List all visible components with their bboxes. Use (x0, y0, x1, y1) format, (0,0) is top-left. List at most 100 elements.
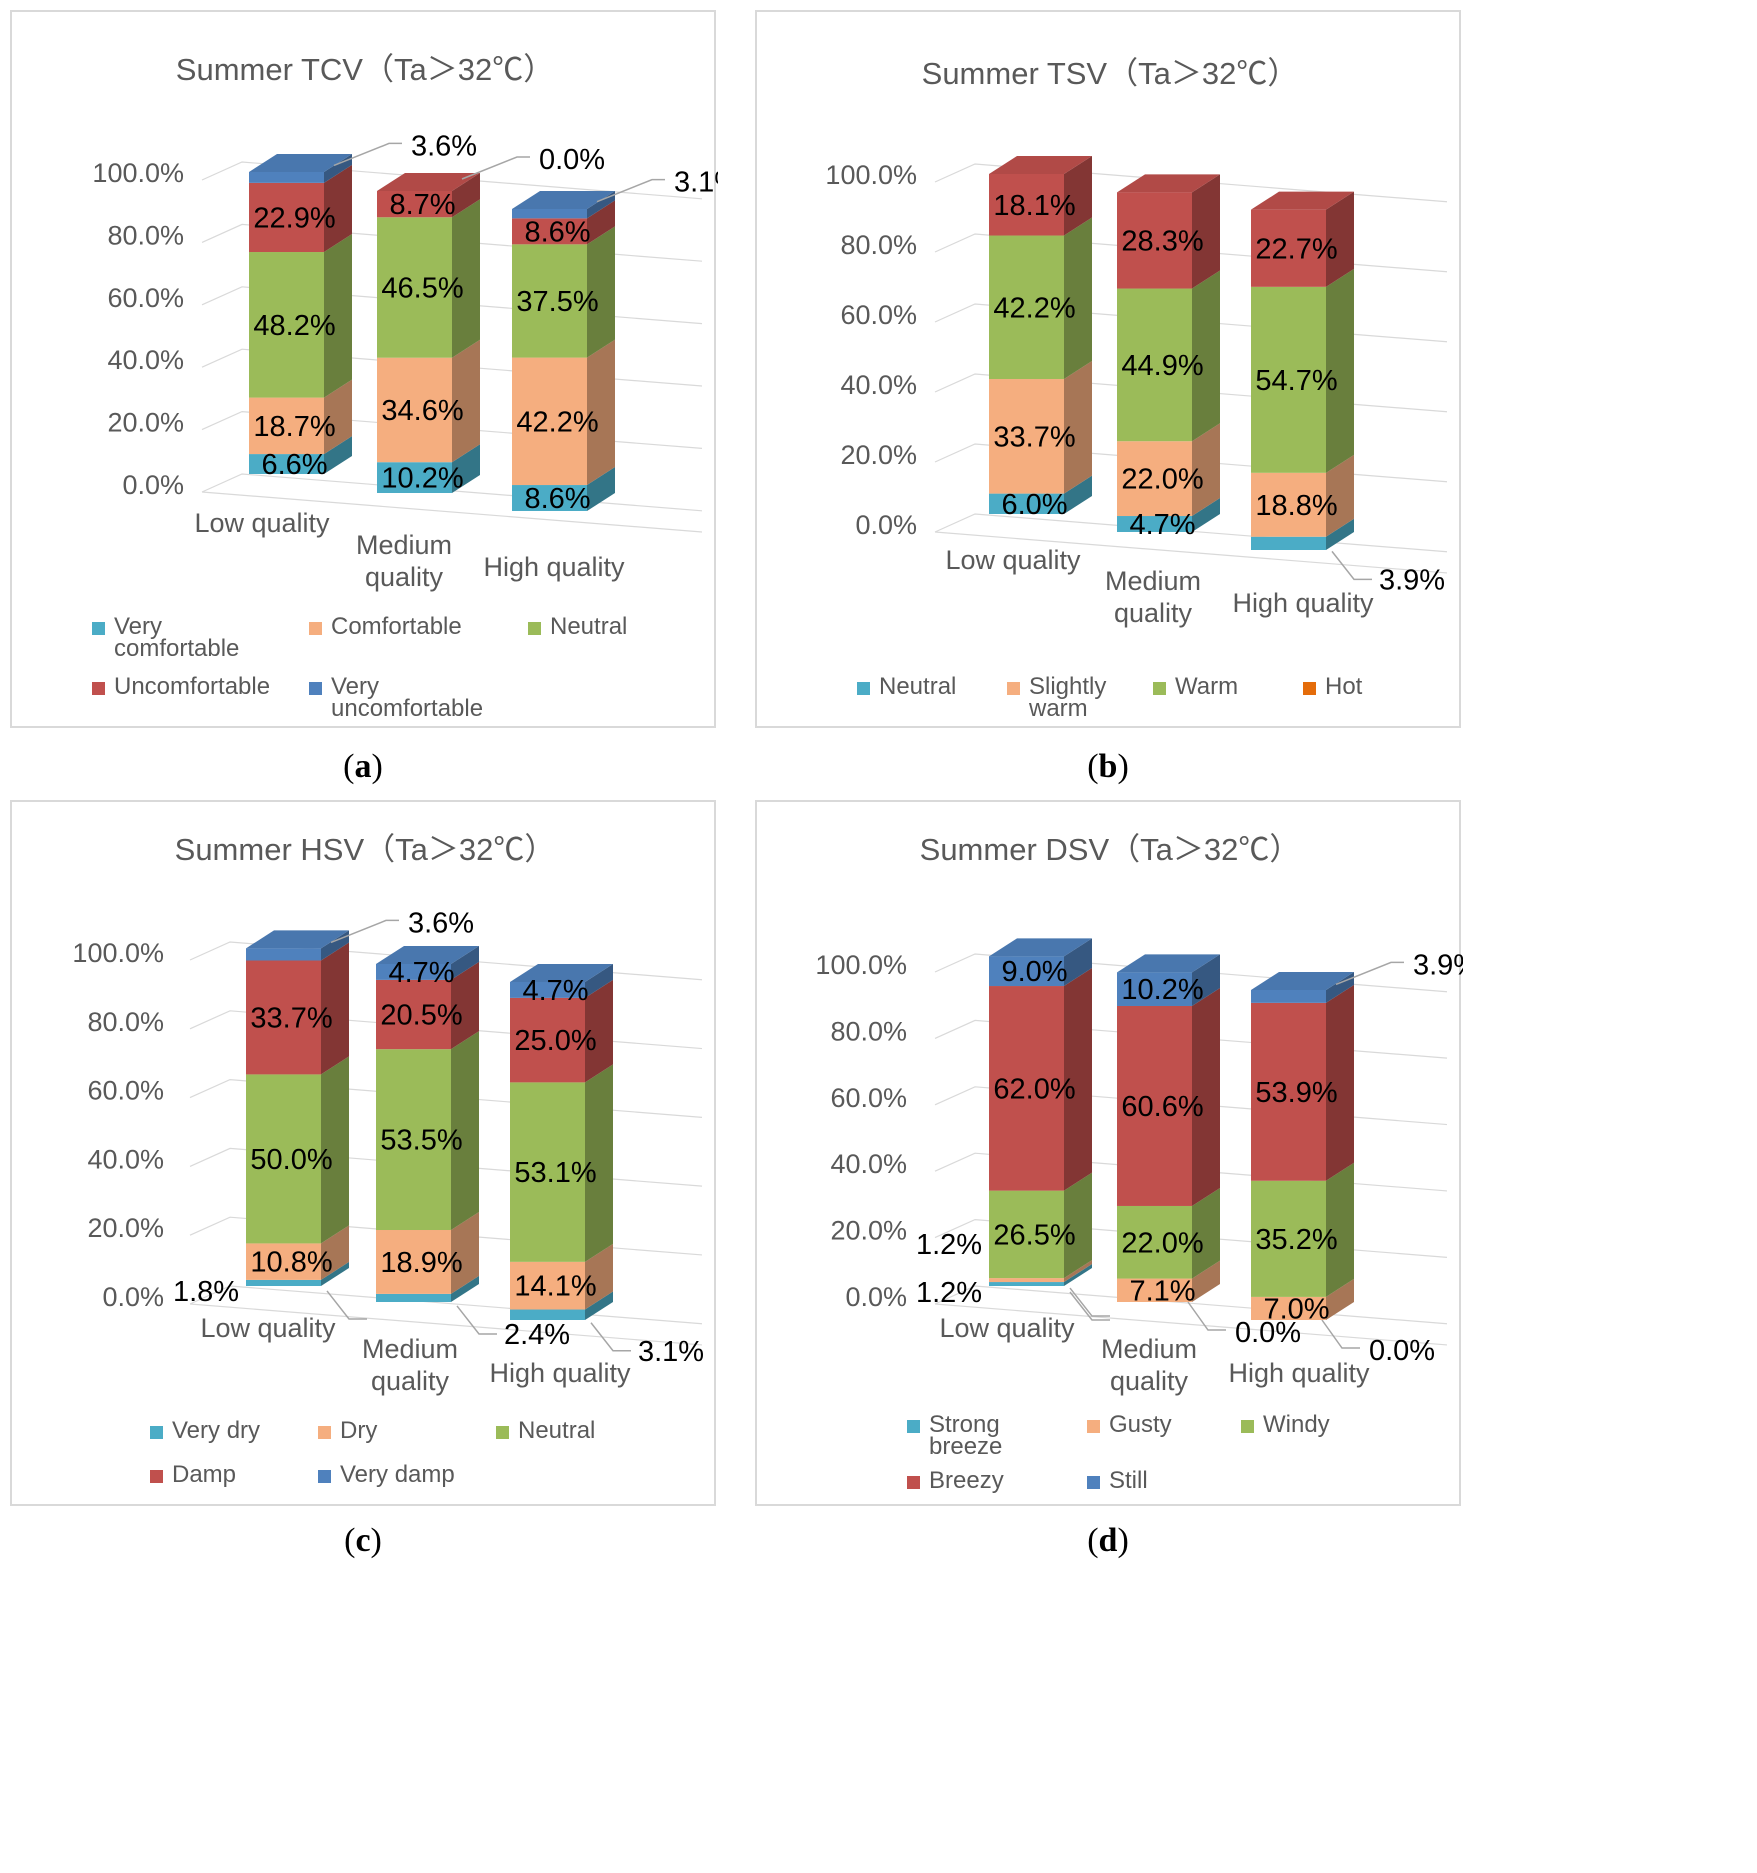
bar-segment-a (249, 436, 352, 474)
legend-swatch-a (92, 682, 105, 695)
x-category-label-a: High quality (483, 552, 625, 582)
data-label-c: 4.7% (388, 957, 454, 989)
data-label-b: 4.7% (1129, 509, 1195, 541)
bar-top-b (989, 156, 1092, 174)
data-label-a: 8.6% (524, 483, 590, 515)
leader-line-d (1187, 1301, 1226, 1331)
bar-segment-b (989, 475, 1092, 514)
chart-svg-a: Summer TCV（Ta＞32℃） 0.0% 20.0% 40.0% 60.0% 80.… (92, 52, 718, 722)
data-label-d: 62.0% (993, 1073, 1075, 1105)
floor-line-d (934, 1303, 1448, 1346)
y-tick-label-c: 20.0% (87, 1213, 164, 1243)
bar-segment-d (989, 1172, 1092, 1279)
bar-segment-c (510, 964, 613, 998)
leader-line-c (590, 1322, 631, 1352)
bar-top-c (376, 946, 479, 964)
data-label-c: 18.9% (380, 1247, 462, 1279)
bar-segment-d (1117, 954, 1220, 1006)
data-label-b: 22.7% (1255, 233, 1337, 265)
legend-swatch-d (1087, 1476, 1100, 1489)
legend-swatch-d (907, 1476, 920, 1489)
x-category-label-a: Low quality (194, 508, 330, 538)
legend-swatch-b (1007, 682, 1020, 695)
floor-line-c (189, 1303, 703, 1346)
bar-segment-a (512, 467, 615, 511)
bar-segment-c (510, 979, 613, 1083)
bar-top-d (1117, 954, 1220, 973)
chart-title-d: Summer DSV（Ta＞32℃） (920, 832, 1301, 867)
legend-label-b: Neutral (879, 673, 956, 700)
legend-swatch-a (92, 622, 105, 635)
y-tick-label-c: 0.0% (102, 1282, 164, 1312)
data-label-a: 3.1% (674, 167, 718, 199)
y-tick-label-d: 100.0% (815, 950, 907, 980)
caption-a-letter: a (354, 748, 372, 785)
y-tick-label-b: 0.0% (855, 510, 917, 540)
data-label-d: 7.1% (1129, 1275, 1195, 1307)
legend-swatch-c (318, 1426, 331, 1439)
legend-swatch-d (1241, 1420, 1254, 1433)
leader-line-d (1321, 1319, 1360, 1349)
data-label-d: 9.0% (1001, 956, 1067, 988)
legend-label-b: Slightly warm (1028, 673, 1106, 722)
bar-segment-d (989, 1264, 1092, 1286)
caption-d: (d) (1087, 1522, 1129, 1559)
data-label-a: 18.7% (253, 411, 335, 443)
bar-top-b (1117, 174, 1220, 193)
data-label-a: 22.9% (253, 202, 335, 234)
legend-label-b: Hot (1325, 673, 1363, 700)
y-tick-label-a: 80.0% (107, 220, 184, 250)
data-label-b: 22.0% (1121, 464, 1203, 496)
data-label-c: 10.8% (250, 1247, 332, 1279)
legend-label-d: Strong breeze (929, 1411, 1002, 1460)
bar-segment-c (376, 1275, 479, 1302)
legend-label-d: Windy (1263, 1411, 1330, 1438)
legend-label-b: Warm (1175, 673, 1238, 700)
data-label-b: 42.2% (993, 292, 1075, 324)
bar-segment-c (376, 1212, 479, 1294)
data-label-a: 0.0% (539, 144, 605, 176)
caption-c: (c) (344, 1522, 382, 1559)
bar-segment-a (249, 234, 352, 398)
data-label-a: 48.2% (253, 310, 335, 342)
data-label-c: 4.7% (522, 975, 588, 1007)
bar-segment-b (1117, 498, 1220, 532)
y-tick-label-c: 60.0% (87, 1076, 164, 1106)
chart-svg-d: Summer DSV（Ta＞32℃） 0.0% 20.0% 40.0% 60.0% 80.… (815, 832, 1463, 1494)
x-category-label-d: Medium (1101, 1334, 1197, 1364)
data-label-c: 3.1% (638, 1336, 704, 1368)
y-tick-label-a: 0.0% (122, 470, 184, 500)
data-label-d: 35.2% (1255, 1224, 1337, 1256)
bar-segment-b (1251, 191, 1354, 287)
bar-segment-a (249, 379, 352, 455)
x-category-label-d: quality (1110, 1366, 1189, 1396)
data-label-d: 10.2% (1121, 974, 1203, 1006)
bar-segment-a (512, 226, 615, 358)
data-label-b: 54.7% (1255, 365, 1337, 397)
y-tick-label-c: 40.0% (87, 1144, 164, 1174)
legend-swatch-b (1303, 682, 1316, 695)
bar-segment-c (510, 1064, 613, 1262)
leader-line-d (1069, 1287, 1110, 1317)
legend-swatch-b (857, 682, 870, 695)
bar-segment-b (1117, 423, 1220, 517)
data-label-c: 53.5% (380, 1125, 462, 1157)
chart-title-a: Summer TCV（Ta＞32℃） (176, 52, 554, 87)
caption-a: (a) (343, 748, 383, 785)
legend-label-c: Damp (172, 1461, 236, 1488)
y-tick-label-c: 80.0% (87, 1007, 164, 1037)
bar-segment-b (1251, 518, 1354, 550)
legend-swatch-a (528, 622, 541, 635)
data-label-b: 28.3% (1121, 225, 1203, 257)
x-category-label-a: Medium (356, 530, 452, 560)
gridline-a (201, 161, 703, 200)
bar-segment-c (510, 1243, 613, 1310)
leader-line-d (1069, 1291, 1110, 1321)
caption-d-letter: d (1098, 1522, 1118, 1559)
leader-line-a (333, 142, 402, 167)
data-label-a: 8.6% (524, 216, 590, 248)
y-tick-label-a: 20.0% (107, 408, 184, 438)
legend-label-d: Still (1109, 1467, 1148, 1494)
bar-top-d (1251, 972, 1354, 990)
data-label-d: 0.0% (1369, 1335, 1435, 1367)
